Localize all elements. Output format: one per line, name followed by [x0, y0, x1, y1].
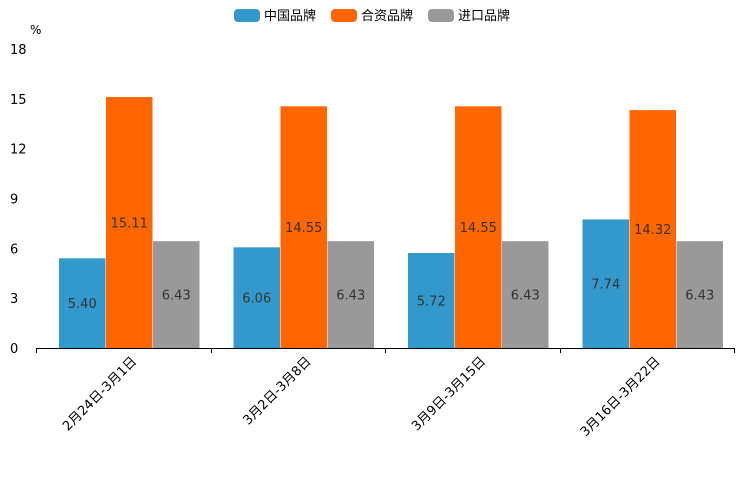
y-tick-label: 12 [10, 143, 27, 158]
legend-label: 中国品牌 [264, 8, 316, 24]
data-label: 6.43 [336, 289, 365, 304]
data-label: 6.43 [685, 289, 714, 304]
bar [327, 241, 374, 348]
data-label: 6.43 [511, 289, 540, 304]
x-tick-label: 3月9日-3月15日 [409, 354, 489, 434]
bar [106, 97, 153, 349]
bar [676, 241, 723, 348]
data-label: 15.11 [111, 217, 148, 232]
y-tick-label: 15 [10, 93, 27, 108]
bar [280, 106, 327, 348]
bar [408, 252, 455, 348]
x-tick-label: 3月2日-3月8日 [240, 354, 314, 428]
y-tick-label: 9 [10, 193, 18, 208]
data-label: 5.40 [68, 297, 97, 312]
bar [502, 241, 549, 348]
data-label: 7.74 [591, 278, 620, 293]
data-label: 14.55 [285, 221, 322, 236]
legend-label: 合资品牌 [361, 8, 413, 24]
x-tick-label: 3月16日-3月22日 [578, 354, 664, 440]
bar [153, 241, 200, 348]
bar [582, 219, 629, 348]
legend-swatch [331, 9, 357, 22]
legend-swatch [234, 9, 260, 22]
legend-swatch [428, 9, 454, 22]
y-tick-label: 6 [10, 242, 18, 257]
data-label: 6.06 [242, 292, 271, 307]
bar [59, 258, 106, 348]
bar [233, 247, 280, 348]
x-axis: 2月24日-3月1日 3月2日-3月8日 3月9日-3月15日 3月16日-3月22日 [36, 348, 735, 440]
y-axis: 0 3 6 9 12 15 18 [10, 43, 27, 357]
y-tick-label: 18 [10, 43, 27, 58]
legend: 中国品牌 合资品牌 进口品牌 [234, 8, 510, 24]
bar [629, 110, 676, 348]
y-tick-label: 0 [10, 342, 18, 357]
bars: 5.40 15.11 6.43 6.06 14.55 6.43 5.72 14.55 6.43 7… [59, 97, 723, 349]
data-label: 14.32 [634, 223, 671, 238]
bar [455, 106, 502, 348]
y-axis-unit-label: % [30, 23, 41, 37]
y-tick-label: 3 [10, 292, 18, 307]
legend-label: 进口品牌 [458, 8, 510, 24]
data-label: 14.55 [460, 221, 497, 236]
data-label: 5.72 [417, 294, 446, 309]
data-label: 6.43 [162, 289, 191, 304]
x-tick-label: 2月24日-3月1日 [60, 354, 140, 434]
